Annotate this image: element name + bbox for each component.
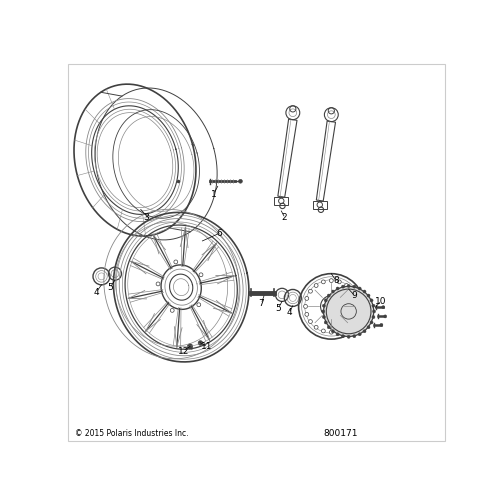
Text: 4: 4 [94,288,100,296]
Circle shape [372,304,375,308]
Circle shape [367,294,370,297]
Circle shape [347,284,350,288]
Circle shape [342,334,344,338]
Text: 1: 1 [211,190,217,199]
Circle shape [350,290,354,293]
Circle shape [358,287,361,290]
Circle shape [188,344,192,349]
Circle shape [305,296,308,300]
Circle shape [322,316,326,318]
Text: 4: 4 [286,308,292,318]
Circle shape [322,304,326,308]
Circle shape [342,285,344,288]
Text: 8: 8 [334,276,339,285]
Text: 5: 5 [276,304,281,313]
Circle shape [314,326,318,329]
Circle shape [238,180,242,183]
Circle shape [314,284,318,288]
Circle shape [338,329,341,333]
Circle shape [324,299,328,302]
Circle shape [372,310,376,313]
Circle shape [332,330,334,333]
Circle shape [170,308,174,312]
Text: 800171: 800171 [324,429,358,438]
Circle shape [322,310,325,313]
Circle shape [174,260,178,264]
Text: 6: 6 [217,229,222,238]
Circle shape [353,334,356,338]
Circle shape [322,329,326,333]
Circle shape [324,286,374,337]
Circle shape [353,285,356,288]
Circle shape [330,330,333,334]
Circle shape [305,312,308,316]
Circle shape [197,303,200,306]
Circle shape [355,304,359,308]
Circle shape [304,304,308,308]
Circle shape [372,316,375,318]
Circle shape [198,340,202,345]
Circle shape [384,315,387,318]
Text: 11: 11 [201,342,212,351]
Circle shape [308,290,312,293]
Circle shape [363,330,366,333]
Circle shape [363,290,366,293]
Circle shape [350,320,354,324]
Circle shape [344,284,348,288]
Circle shape [380,324,383,326]
Circle shape [347,336,350,338]
Circle shape [336,287,339,290]
Circle shape [354,312,358,316]
Text: 10: 10 [374,297,386,306]
Circle shape [330,278,333,282]
Circle shape [344,326,348,329]
Text: 7: 7 [258,299,264,308]
Text: 9: 9 [352,291,358,300]
Circle shape [308,320,312,324]
Circle shape [332,290,334,293]
Circle shape [324,321,328,324]
Text: 2: 2 [281,214,287,222]
Circle shape [358,333,361,336]
Circle shape [156,282,160,286]
Circle shape [338,280,341,284]
Circle shape [199,273,203,276]
Circle shape [370,299,373,302]
Circle shape [354,296,358,300]
Circle shape [322,280,326,284]
Circle shape [327,294,330,297]
Circle shape [327,326,330,329]
Circle shape [370,321,373,324]
Text: © 2015 Polaris Industries Inc.: © 2015 Polaris Industries Inc. [76,429,189,438]
Text: 12: 12 [178,346,190,356]
Circle shape [336,333,339,336]
Text: 3: 3 [144,214,150,222]
Text: 5: 5 [107,284,113,292]
Circle shape [382,306,385,308]
Circle shape [367,326,370,329]
